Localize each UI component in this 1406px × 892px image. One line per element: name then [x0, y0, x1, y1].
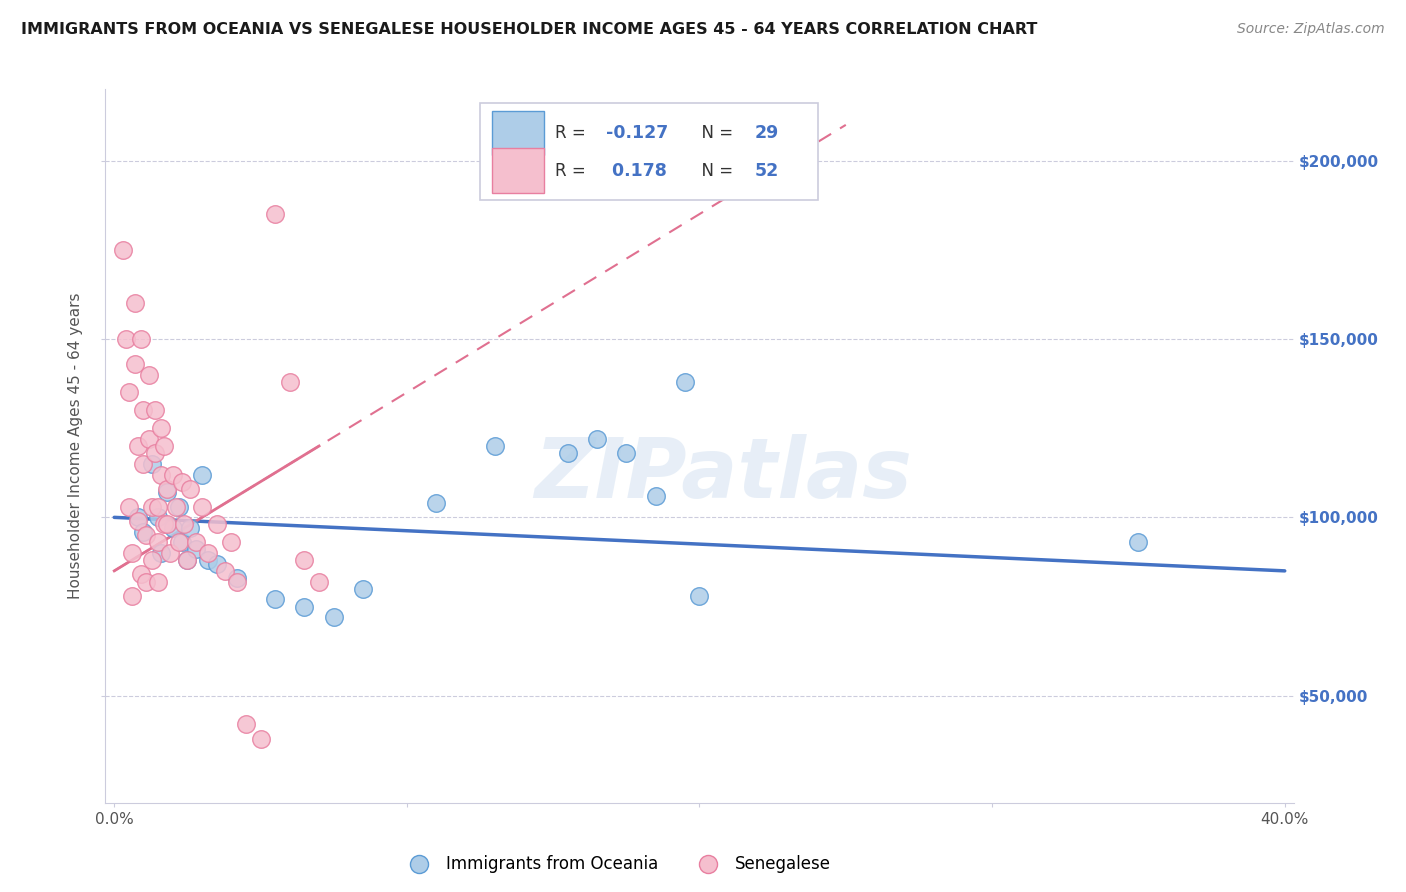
Point — [214, 564, 236, 578]
Point — [124, 357, 146, 371]
Point — [264, 207, 287, 221]
Point — [557, 446, 579, 460]
Point — [186, 542, 208, 557]
FancyBboxPatch shape — [492, 111, 544, 155]
Point — [156, 517, 179, 532]
Point — [170, 475, 193, 489]
Point — [170, 535, 193, 549]
Point — [150, 421, 173, 435]
Point — [186, 535, 208, 549]
Point — [127, 439, 149, 453]
Point — [226, 571, 249, 585]
Point — [308, 574, 330, 589]
Point — [179, 521, 201, 535]
Point — [173, 517, 195, 532]
Text: R =: R = — [554, 162, 591, 180]
Point — [132, 403, 155, 417]
Text: N =: N = — [692, 125, 738, 143]
Point — [143, 446, 166, 460]
Point — [150, 467, 173, 482]
Point — [162, 467, 184, 482]
Point — [226, 574, 249, 589]
Point — [159, 546, 181, 560]
Point — [167, 535, 190, 549]
Point — [191, 500, 214, 514]
Text: 52: 52 — [754, 162, 779, 180]
Point — [1128, 535, 1150, 549]
Text: 0.178: 0.178 — [606, 162, 666, 180]
Point — [294, 599, 316, 614]
Point — [322, 610, 344, 624]
Point — [146, 574, 169, 589]
Point — [586, 432, 609, 446]
Text: N =: N = — [692, 162, 738, 180]
Point — [165, 500, 187, 514]
Point — [156, 485, 179, 500]
Point — [121, 589, 143, 603]
Point — [219, 535, 242, 549]
Point — [197, 553, 219, 567]
Point — [153, 517, 176, 532]
Point — [132, 457, 155, 471]
Text: Source: ZipAtlas.com: Source: ZipAtlas.com — [1237, 22, 1385, 37]
Point — [176, 553, 198, 567]
Point — [138, 368, 160, 382]
Point — [249, 731, 271, 746]
Point — [205, 557, 228, 571]
Point — [146, 535, 169, 549]
Point — [138, 432, 160, 446]
Point — [141, 457, 163, 471]
Point — [118, 500, 141, 514]
Point — [127, 514, 149, 528]
Point — [278, 375, 301, 389]
Point — [167, 500, 190, 514]
Point — [132, 524, 155, 539]
Point — [673, 375, 696, 389]
FancyBboxPatch shape — [479, 103, 818, 200]
Text: IMMIGRANTS FROM OCEANIA VS SENEGALESE HOUSEHOLDER INCOME AGES 45 - 64 YEARS CORR: IMMIGRANTS FROM OCEANIA VS SENEGALESE HO… — [21, 22, 1038, 37]
Point — [179, 482, 201, 496]
Point — [235, 717, 257, 731]
Point — [129, 567, 152, 582]
Point — [264, 592, 287, 607]
Point — [129, 332, 152, 346]
Point — [425, 496, 447, 510]
Point — [176, 553, 198, 567]
Point — [153, 439, 176, 453]
Point — [146, 510, 169, 524]
Point — [146, 500, 169, 514]
Point — [191, 467, 214, 482]
Point — [124, 296, 146, 310]
Point — [115, 332, 138, 346]
Point — [143, 403, 166, 417]
Point — [141, 500, 163, 514]
FancyBboxPatch shape — [492, 148, 544, 193]
Legend: Immigrants from Oceania, Senegalese: Immigrants from Oceania, Senegalese — [395, 849, 837, 880]
Y-axis label: Householder Income Ages 45 - 64 years: Householder Income Ages 45 - 64 years — [67, 293, 83, 599]
Point — [294, 553, 316, 567]
Point — [118, 385, 141, 400]
Point — [135, 574, 157, 589]
Point — [352, 582, 374, 596]
Point — [162, 521, 184, 535]
Text: 29: 29 — [754, 125, 779, 143]
Point — [614, 446, 637, 460]
Point — [135, 528, 157, 542]
Text: ZIPatlas: ZIPatlas — [534, 434, 912, 515]
Point — [156, 482, 179, 496]
Point — [121, 546, 143, 560]
Point — [111, 243, 134, 257]
Point — [484, 439, 506, 453]
Point — [127, 510, 149, 524]
Point — [205, 517, 228, 532]
Text: R =: R = — [554, 125, 591, 143]
Point — [197, 546, 219, 560]
Point — [644, 489, 666, 503]
Point — [141, 553, 163, 567]
Text: -0.127: -0.127 — [606, 125, 668, 143]
Point — [688, 589, 710, 603]
Point — [150, 546, 173, 560]
